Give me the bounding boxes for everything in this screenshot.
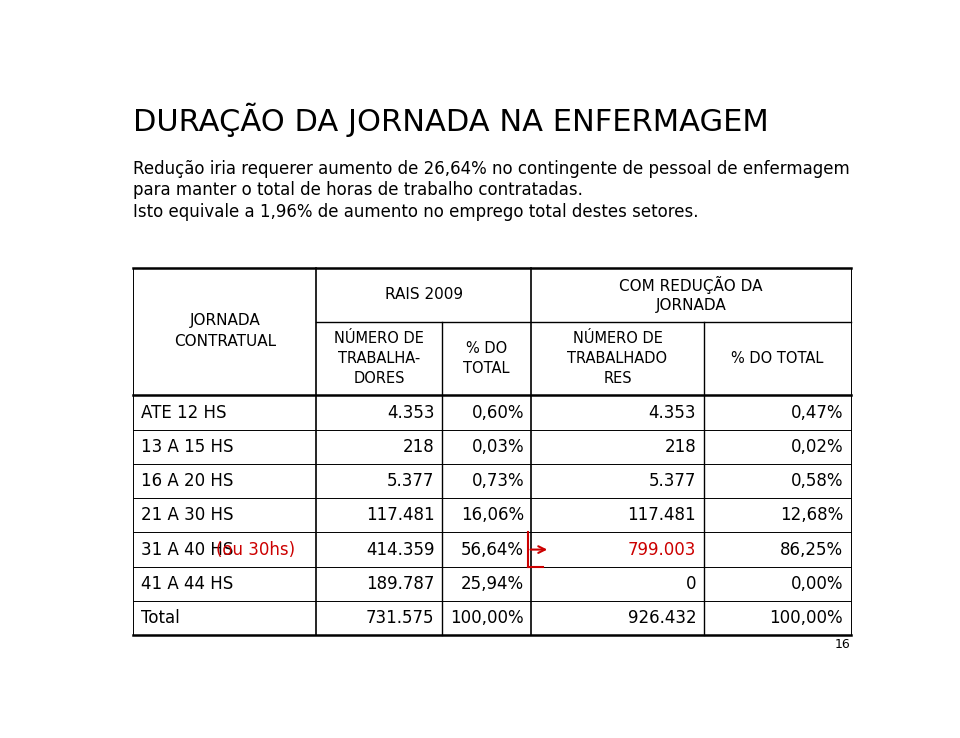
Text: 414.359: 414.359	[366, 540, 434, 559]
Text: 21 A 30 HS: 21 A 30 HS	[141, 506, 233, 524]
Text: NÚMERO DE
TRABALHA-
DORES: NÚMERO DE TRABALHA- DORES	[334, 331, 424, 386]
Text: para manter o total de horas de trabalho contratadas.: para manter o total de horas de trabalho…	[133, 182, 584, 199]
Text: 0,02%: 0,02%	[790, 438, 843, 456]
Text: 4.353: 4.353	[387, 404, 434, 421]
Text: 0: 0	[685, 575, 696, 593]
Text: 189.787: 189.787	[366, 575, 434, 593]
Text: RAIS 2009: RAIS 2009	[385, 287, 463, 302]
Text: 0,03%: 0,03%	[471, 438, 524, 456]
Text: 86,25%: 86,25%	[780, 540, 843, 559]
Text: ATE 12 HS: ATE 12 HS	[141, 404, 227, 421]
Text: Isto equivale a 1,96% de aumento no emprego total destes setores.: Isto equivale a 1,96% de aumento no empr…	[133, 203, 699, 221]
Text: 41 A 44 HS: 41 A 44 HS	[141, 575, 233, 593]
Text: % DO
TOTAL: % DO TOTAL	[464, 341, 510, 376]
Text: 16: 16	[835, 638, 851, 651]
Text: 16,06%: 16,06%	[461, 506, 524, 524]
Text: % DO TOTAL: % DO TOTAL	[731, 351, 824, 366]
Text: 31 A 40 HS: 31 A 40 HS	[141, 540, 238, 559]
Text: 117.481: 117.481	[366, 506, 434, 524]
Text: DURAÇÃO DA JORNADA NA ENFERMAGEM: DURAÇÃO DA JORNADA NA ENFERMAGEM	[133, 103, 769, 137]
Text: 218: 218	[664, 438, 696, 456]
Text: 5.377: 5.377	[387, 472, 434, 490]
Text: 117.481: 117.481	[628, 506, 696, 524]
Text: 100,00%: 100,00%	[770, 609, 843, 627]
Text: 12,68%: 12,68%	[780, 506, 843, 524]
Text: 5.377: 5.377	[649, 472, 696, 490]
Text: 13 A 15 HS: 13 A 15 HS	[141, 438, 233, 456]
Text: NÚMERO DE
TRABALHADO
RES: NÚMERO DE TRABALHADO RES	[567, 331, 667, 386]
Text: 0,60%: 0,60%	[471, 404, 524, 421]
Text: 16 A 20 HS: 16 A 20 HS	[141, 472, 233, 490]
Text: 0,00%: 0,00%	[791, 575, 843, 593]
Text: 100,00%: 100,00%	[450, 609, 524, 627]
Text: Redução iria requerer aumento de 26,64% no contingente de pessoal de enfermagem: Redução iria requerer aumento de 26,64% …	[133, 159, 851, 178]
Text: 0,58%: 0,58%	[791, 472, 843, 490]
Text: JORNADA
CONTRATUAL: JORNADA CONTRATUAL	[174, 314, 276, 350]
Text: 731.575: 731.575	[366, 609, 434, 627]
Text: 4.353: 4.353	[649, 404, 696, 421]
Text: 56,64%: 56,64%	[461, 540, 524, 559]
Text: 0,73%: 0,73%	[471, 472, 524, 490]
Text: 0,47%: 0,47%	[791, 404, 843, 421]
Text: (ou 30hs): (ou 30hs)	[217, 540, 296, 559]
Text: COM REDUÇÃO DA
JORNADA: COM REDUÇÃO DA JORNADA	[619, 276, 763, 314]
Text: 926.432: 926.432	[628, 609, 696, 627]
Text: 218: 218	[402, 438, 434, 456]
Text: 799.003: 799.003	[628, 540, 696, 559]
Text: Total: Total	[141, 609, 180, 627]
Text: 25,94%: 25,94%	[461, 575, 524, 593]
